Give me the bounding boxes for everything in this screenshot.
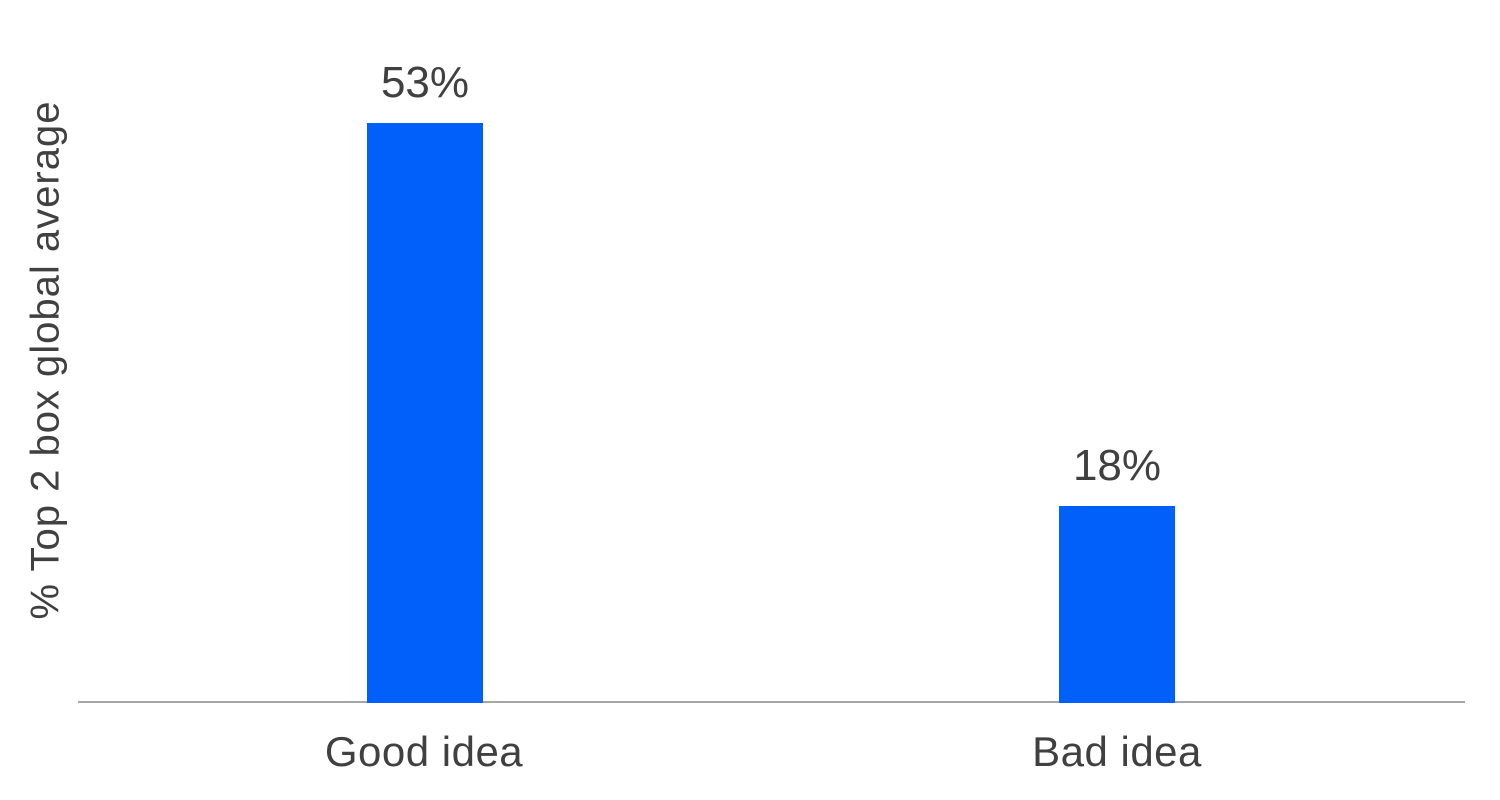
bar-value-label-good-idea: 53% — [380, 58, 470, 107]
x-axis-line — [78, 700, 1465, 703]
bar-group-good-idea: 53% — [367, 61, 483, 703]
plot-area: 53% 18% — [78, 0, 1465, 703]
y-axis-label: % Top 2 box global average — [23, 100, 68, 620]
bar-value-label-bad-idea: 18% — [1072, 441, 1162, 490]
bar-bad-idea — [1059, 506, 1175, 703]
bar-good-idea — [367, 123, 483, 703]
bar-group-bad-idea: 18% — [1059, 444, 1175, 703]
x-tick-label-good-idea: Good idea — [324, 728, 524, 775]
x-tick-label-bad-idea: Bad idea — [1032, 728, 1202, 775]
